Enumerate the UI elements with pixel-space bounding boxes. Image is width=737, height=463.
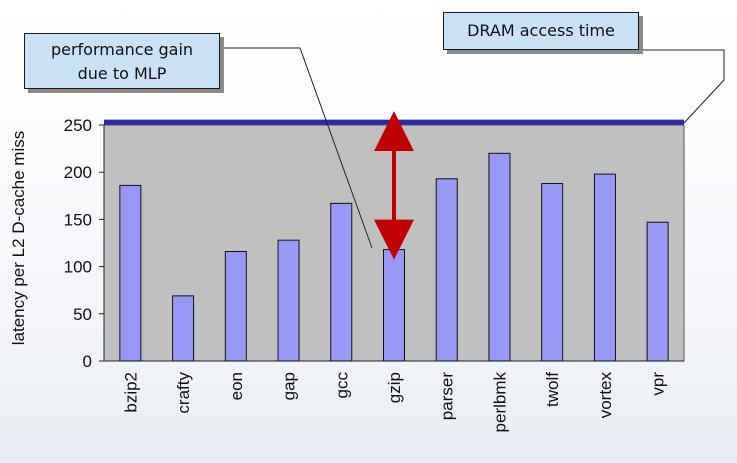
x-tick-label: bzip2 (121, 372, 140, 413)
bar-eon (224, 250, 247, 362)
y-tick-label: 200 (64, 163, 92, 182)
y-axis-title: latency per L2 D-cache miss (9, 130, 28, 346)
bar-gap (277, 239, 300, 362)
x-tick-label: parser (438, 372, 457, 421)
bar-gzip (383, 249, 405, 362)
bar-perlbmk (488, 152, 511, 362)
y-tick-label: 250 (64, 116, 92, 135)
y-tick-label: 0 (83, 352, 92, 371)
y-tick-group: 0 50 100 150 200 250 (64, 116, 104, 371)
bar-group (119, 152, 669, 362)
x-tick-label: twolf (543, 372, 562, 407)
mlp-callout-line2: due to MLP (77, 64, 167, 83)
dram-callout-label: DRAM access time (467, 21, 615, 40)
bar-bzip2 (119, 184, 142, 362)
y-tick-label: 150 (64, 210, 92, 229)
x-tick-label: gcc (332, 372, 351, 399)
x-tick-label: crafty (174, 372, 193, 414)
bar-gcc (330, 202, 353, 362)
x-tick-label: eon (227, 372, 246, 400)
bar-vortex (593, 173, 616, 362)
x-tick-label: vortex (596, 372, 615, 419)
x-tick-label: gzip (385, 372, 404, 403)
mlp-callout-line1: performance gain (50, 40, 194, 59)
y-tick-label: 50 (73, 305, 92, 324)
dram-callout: DRAM access time (443, 12, 639, 50)
y-tick-label: 100 (64, 258, 92, 277)
bar-parser (435, 178, 458, 362)
bar-vpr (646, 221, 669, 362)
x-tick-label: gap (280, 372, 299, 400)
mlp-leader-line (222, 47, 373, 249)
x-tick-label: vpr (649, 372, 668, 396)
bar-crafty (172, 295, 195, 362)
bar-twolf (541, 183, 564, 362)
x-tick-label: perlbmk (490, 372, 509, 433)
mlp-gain-callout: performance gain due to MLP (24, 33, 220, 89)
dram-leader-line (641, 49, 725, 124)
x-tick-label-group: bzip2 crafty eon gap gcc gzip parser perlbmk two… (121, 372, 667, 433)
